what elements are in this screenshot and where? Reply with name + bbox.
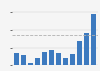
Bar xyxy=(21,55,26,65)
Bar xyxy=(35,58,40,65)
Bar xyxy=(91,14,96,65)
Bar xyxy=(49,50,54,65)
Bar xyxy=(70,54,75,65)
Bar xyxy=(63,58,68,65)
Bar xyxy=(42,52,47,65)
Bar xyxy=(56,53,61,65)
Bar xyxy=(84,33,89,65)
Bar xyxy=(14,53,19,65)
Bar xyxy=(28,63,33,65)
Bar xyxy=(77,41,82,65)
